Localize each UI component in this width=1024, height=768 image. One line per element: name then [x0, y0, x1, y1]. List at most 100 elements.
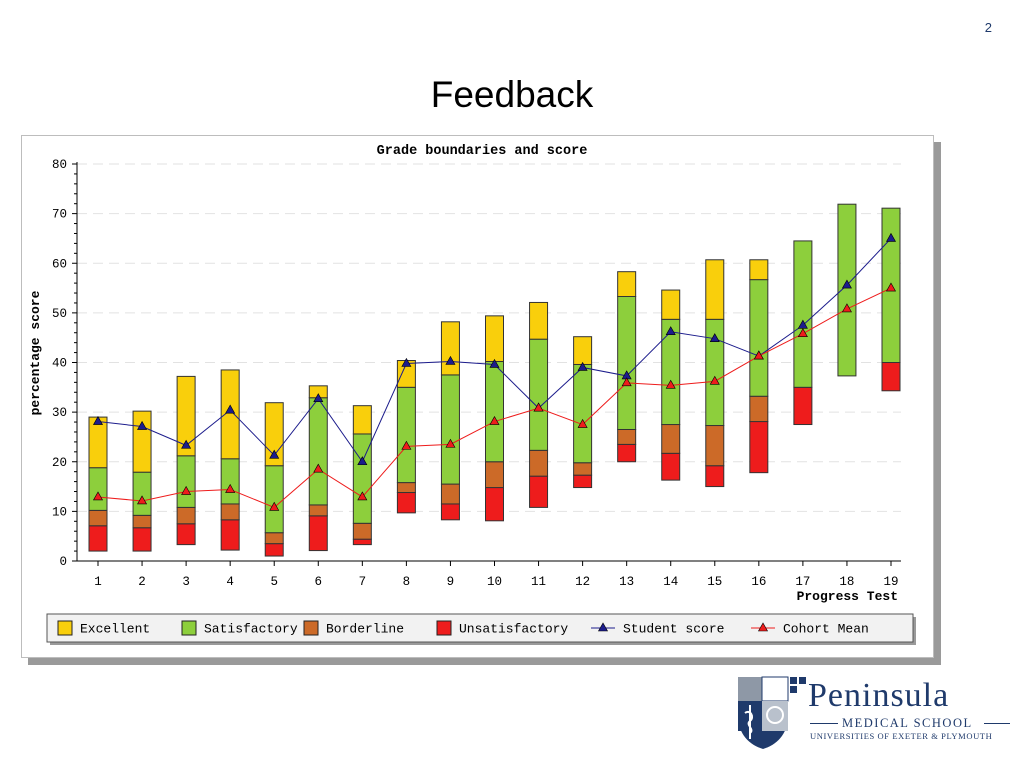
- bar-borderline: [88, 509, 108, 527]
- bar-satisfactory: [529, 338, 549, 451]
- bar-excellent: [485, 315, 504, 363]
- bar-borderline: [705, 425, 725, 467]
- series-marker: [269, 449, 280, 459]
- legend-marker: [597, 622, 609, 632]
- brand-divider-left: [810, 723, 838, 724]
- bar-borderline: [529, 449, 549, 477]
- series-marker: [313, 463, 324, 473]
- x-tick-label: 3: [182, 575, 190, 589]
- chart-frame: Grade boundaries and score percentage sc…: [21, 135, 934, 658]
- x-axis-label: Progress Test: [797, 589, 898, 604]
- y-axis-label: percentage score: [28, 290, 43, 415]
- bar-unsatisfactory: [308, 515, 328, 552]
- bar-excellent: [661, 289, 681, 320]
- series-marker: [577, 418, 588, 428]
- bar-borderline: [132, 514, 152, 529]
- series-marker: [92, 491, 104, 501]
- legend-label: Satisfactory: [204, 622, 298, 637]
- legend-label: Unsatisfactory: [459, 622, 568, 637]
- legend-marker: [757, 622, 769, 632]
- bar-unsatisfactory: [352, 538, 372, 546]
- bar-borderline: [749, 395, 769, 423]
- series-marker: [709, 375, 720, 385]
- x-tick-label: 7: [359, 575, 367, 589]
- series-marker: [181, 439, 192, 449]
- bar-unsatisfactory: [881, 362, 901, 392]
- x-tick-label: 1: [94, 575, 102, 589]
- legend-swatch: [303, 620, 319, 636]
- bar-unsatisfactory: [573, 474, 593, 489]
- series-marker: [489, 415, 500, 425]
- series-marker: [665, 326, 676, 336]
- y-tick-label: 40: [52, 357, 67, 371]
- bar-unsatisfactory: [529, 475, 549, 508]
- x-tick-label: 13: [619, 575, 634, 589]
- bar-satisfactory: [132, 471, 152, 516]
- bar-satisfactory: [220, 458, 240, 505]
- bar-unsatisfactory: [749, 421, 769, 474]
- bar-borderline: [308, 504, 328, 517]
- series-marker: [665, 379, 676, 389]
- x-tick-label: 10: [487, 575, 502, 589]
- bar-satisfactory: [573, 363, 593, 464]
- bar-unsatisfactory: [793, 386, 813, 426]
- bar-excellent: [617, 271, 637, 297]
- bar-borderline: [485, 461, 504, 489]
- series-marker: [841, 303, 852, 313]
- y-tick-label: 30: [52, 406, 67, 420]
- bar-excellent: [705, 259, 725, 320]
- bar-satisfactory: [176, 455, 196, 508]
- series-marker: [401, 357, 412, 367]
- brand-tagline: UNIVERSITIES OF EXETER & PLYMOUTH: [810, 731, 993, 741]
- brand-name: Peninsula: [808, 677, 950, 714]
- x-tick-label: 12: [575, 575, 590, 589]
- bar-excellent: [220, 369, 240, 460]
- y-tick-label: 20: [52, 456, 67, 470]
- bar-unsatisfactory: [396, 492, 416, 514]
- bar-satisfactory: [749, 279, 769, 397]
- brand-divider-right: [984, 723, 1010, 724]
- bar-unsatisfactory: [176, 523, 196, 546]
- x-tick-label: 6: [315, 575, 323, 589]
- bar-unsatisfactory: [88, 525, 108, 552]
- series-marker: [269, 501, 280, 511]
- x-tick-label: 5: [270, 575, 278, 589]
- series-marker: [533, 402, 544, 412]
- series-marker: [489, 358, 500, 368]
- legend-label: Student score: [623, 622, 724, 637]
- y-tick-label: 50: [52, 307, 67, 321]
- series-marker: [885, 232, 897, 242]
- series-marker: [797, 328, 808, 338]
- bar-excellent: [352, 405, 372, 435]
- x-tick-label: 18: [839, 575, 854, 589]
- bar-excellent: [132, 410, 152, 473]
- bar-satisfactory: [837, 203, 857, 377]
- series-marker: [225, 483, 236, 493]
- bar-borderline: [352, 522, 372, 540]
- bar-unsatisfactory: [485, 487, 504, 522]
- legend-swatch: [436, 620, 452, 636]
- series-marker: [621, 377, 632, 387]
- x-tick-label: 9: [447, 575, 455, 589]
- bar-satisfactory: [264, 465, 284, 534]
- bar-satisfactory: [88, 467, 108, 511]
- chart-title: Grade boundaries and score: [377, 144, 588, 159]
- bar-satisfactory: [793, 240, 813, 388]
- series-marker: [181, 485, 192, 495]
- bar-borderline: [396, 482, 416, 494]
- gridlines: [77, 163, 901, 512]
- peninsula-logo: [736, 675, 1012, 753]
- bar-excellent: [440, 321, 460, 376]
- legend-label: Excellent: [80, 622, 150, 637]
- bar-borderline: [264, 532, 284, 545]
- legend-swatch: [57, 620, 73, 636]
- y-tick-label: 10: [52, 505, 67, 519]
- x-tick-label: 17: [795, 575, 810, 589]
- x-tick-label: 16: [751, 575, 766, 589]
- series-marker: [225, 404, 236, 414]
- series-marker: [92, 415, 104, 425]
- x-tick-label: 4: [226, 575, 234, 589]
- bar-satisfactory: [485, 361, 504, 463]
- legend-label: Borderline: [326, 622, 404, 637]
- bar-unsatisfactory: [617, 443, 637, 463]
